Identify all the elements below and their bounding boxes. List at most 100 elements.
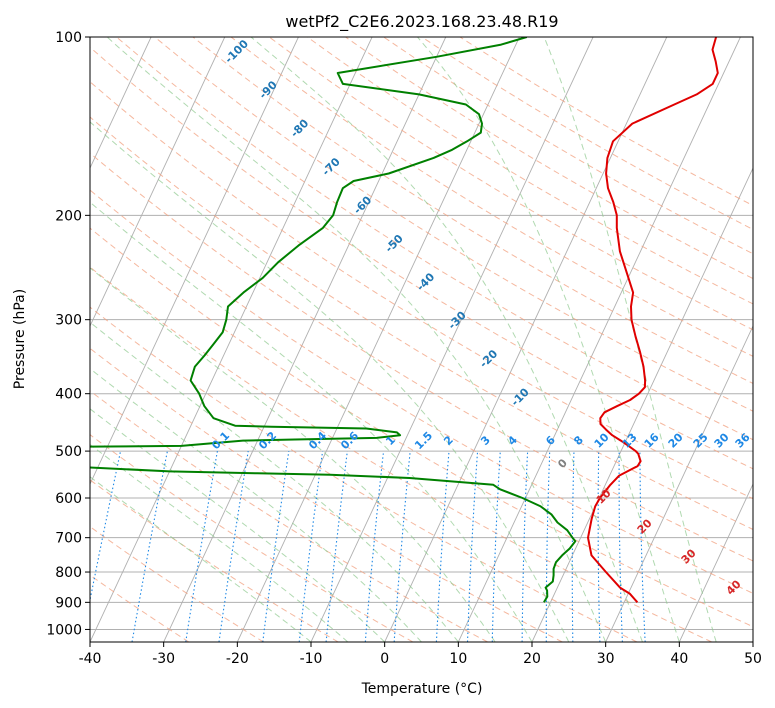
moist-adiabat-line xyxy=(417,37,680,642)
y-tick-label: 100 xyxy=(55,30,82,46)
isotherm-line xyxy=(90,37,299,486)
mixing-ratio-line xyxy=(571,451,575,642)
plot-clip-group: -100-90-80-70-60-50-40-30-20-10010203040… xyxy=(0,37,753,642)
x-axis-label: Temperature (°C) xyxy=(361,681,483,697)
dry-adiabat-line xyxy=(345,37,753,280)
mixing-ratio-label: 1.5 xyxy=(412,429,435,452)
y-tick-label: 1000 xyxy=(46,622,82,638)
dry-adiabat-label: -70 xyxy=(320,155,343,178)
y-tick-label: 600 xyxy=(55,491,82,507)
x-tick-label: -30 xyxy=(152,651,175,667)
mixing-ratio-label: 16 xyxy=(642,430,662,450)
dry-adiabat-line xyxy=(154,37,753,412)
dry-adiabat-line xyxy=(90,479,339,642)
chart-title: wetPf2_C2E6.2023.168.23.48.R19 xyxy=(285,12,558,32)
isotherm-line xyxy=(0,37,4,642)
mixing-ratio-label: 8 xyxy=(571,433,586,448)
mixing-ratio-label: 4 xyxy=(505,433,520,448)
isotherm-line xyxy=(384,37,668,642)
y-tick-label: 700 xyxy=(55,531,82,547)
isotherm-line xyxy=(531,166,753,642)
dry-adiabat-label: -30 xyxy=(446,309,469,332)
isotherm-line xyxy=(163,37,447,642)
mixing-ratio-line xyxy=(90,450,122,604)
moist-adiabat-label: 0 xyxy=(555,456,570,471)
y-tick-label: 300 xyxy=(55,313,82,329)
y-tick-label: 500 xyxy=(55,444,82,460)
moist-adiabat-line xyxy=(90,201,533,642)
moist-adiabat-label: 40 xyxy=(724,577,744,597)
isotherm-line xyxy=(90,37,152,170)
x-tick-label: 50 xyxy=(744,651,762,667)
mixing-ratio-label: 6 xyxy=(543,433,558,448)
moist-adiabat-label: 20 xyxy=(635,516,655,536)
x-tick-label: 0 xyxy=(380,651,389,667)
mixing-ratio-line xyxy=(466,451,479,642)
mixing-ratio-label: 0.6 xyxy=(338,429,361,452)
moist-adiabat-line xyxy=(106,37,607,642)
y-tick-label: 800 xyxy=(55,565,82,581)
isotherm-line xyxy=(605,324,753,642)
mixing-ratio-label: 36 xyxy=(733,430,753,450)
temperature-profile-line xyxy=(587,37,719,603)
dry-adiabat-line xyxy=(192,37,753,384)
moist-adiabat-line xyxy=(90,443,349,642)
mixing-ratio-line xyxy=(393,451,411,642)
dry-adiabat-line xyxy=(90,306,638,642)
dry-adiabat-line xyxy=(90,189,753,594)
mixing-ratio-line xyxy=(491,451,501,642)
isotherm-line xyxy=(752,640,753,642)
mixing-ratio-line xyxy=(639,451,646,642)
dry-adiabat-label: -90 xyxy=(257,78,280,101)
dry-adiabat-line xyxy=(116,37,753,441)
dry-adiabat-line xyxy=(459,37,753,207)
dewpoint-profile-line xyxy=(90,37,577,603)
dry-adiabat-line xyxy=(90,574,190,642)
mixing-ratio-label: 0.2 xyxy=(256,429,279,452)
moist-adiabat-line xyxy=(90,267,496,642)
mixing-ratio-line xyxy=(262,451,290,642)
mixing-ratio-label: 20 xyxy=(666,430,686,450)
mixing-ratio-label: 30 xyxy=(712,430,732,450)
y-tick-label: 200 xyxy=(55,208,82,224)
mixing-ratio-line xyxy=(597,451,601,642)
isotherm-line xyxy=(236,37,520,642)
moist-adiabat-line xyxy=(250,37,643,642)
moist-adiabat-line xyxy=(543,37,717,642)
dry-adiabat-label: -50 xyxy=(383,232,406,255)
mixing-ratio-line xyxy=(545,451,551,642)
dry-adiabat-line xyxy=(90,152,753,562)
axes: -40 -30 -20 -10 0 10 20 30 40 5010020030040050060… xyxy=(46,30,762,667)
x-tick-label: 30 xyxy=(597,651,615,667)
x-tick-label: -10 xyxy=(300,651,323,667)
dry-adiabat-line xyxy=(90,266,712,642)
mixing-ratio-line xyxy=(618,451,623,642)
mixing-ratio-line xyxy=(185,451,218,642)
moist-adiabat-line xyxy=(90,408,386,642)
mixing-ratio-line xyxy=(325,451,348,642)
x-tick-label: 40 xyxy=(670,651,688,667)
isotherm-line xyxy=(457,37,741,642)
dry-adiabat-line xyxy=(90,116,753,530)
dry-adiabat-line xyxy=(90,526,264,642)
dry-adiabat-line xyxy=(230,37,753,357)
y-tick-label: 400 xyxy=(55,387,82,403)
dry-adiabat-line xyxy=(307,37,753,305)
dry-adiabat-label: -20 xyxy=(477,347,500,370)
moist-adiabat-line xyxy=(90,121,570,642)
y-axis-label: Pressure (hPa) xyxy=(12,289,28,389)
dry-adiabat-line xyxy=(90,46,753,470)
mixing-ratio-label: 0.4 xyxy=(306,429,329,452)
isotherm-line xyxy=(90,37,373,642)
x-tick-label: 20 xyxy=(523,651,541,667)
mixing-ratio-label: 2 xyxy=(441,433,456,448)
mixing-ratio-line xyxy=(218,451,249,642)
moist-adiabat-line xyxy=(90,476,312,642)
dry-adiabat-line xyxy=(90,227,753,628)
plot-area: -100-90-80-70-60-50-40-30-20-10010203040… xyxy=(0,37,753,642)
dry-adiabat-label: -80 xyxy=(288,117,311,140)
dry-adiabat-line xyxy=(383,37,753,255)
dry-adiabat-line xyxy=(90,390,488,642)
isotherm-line xyxy=(678,482,753,642)
